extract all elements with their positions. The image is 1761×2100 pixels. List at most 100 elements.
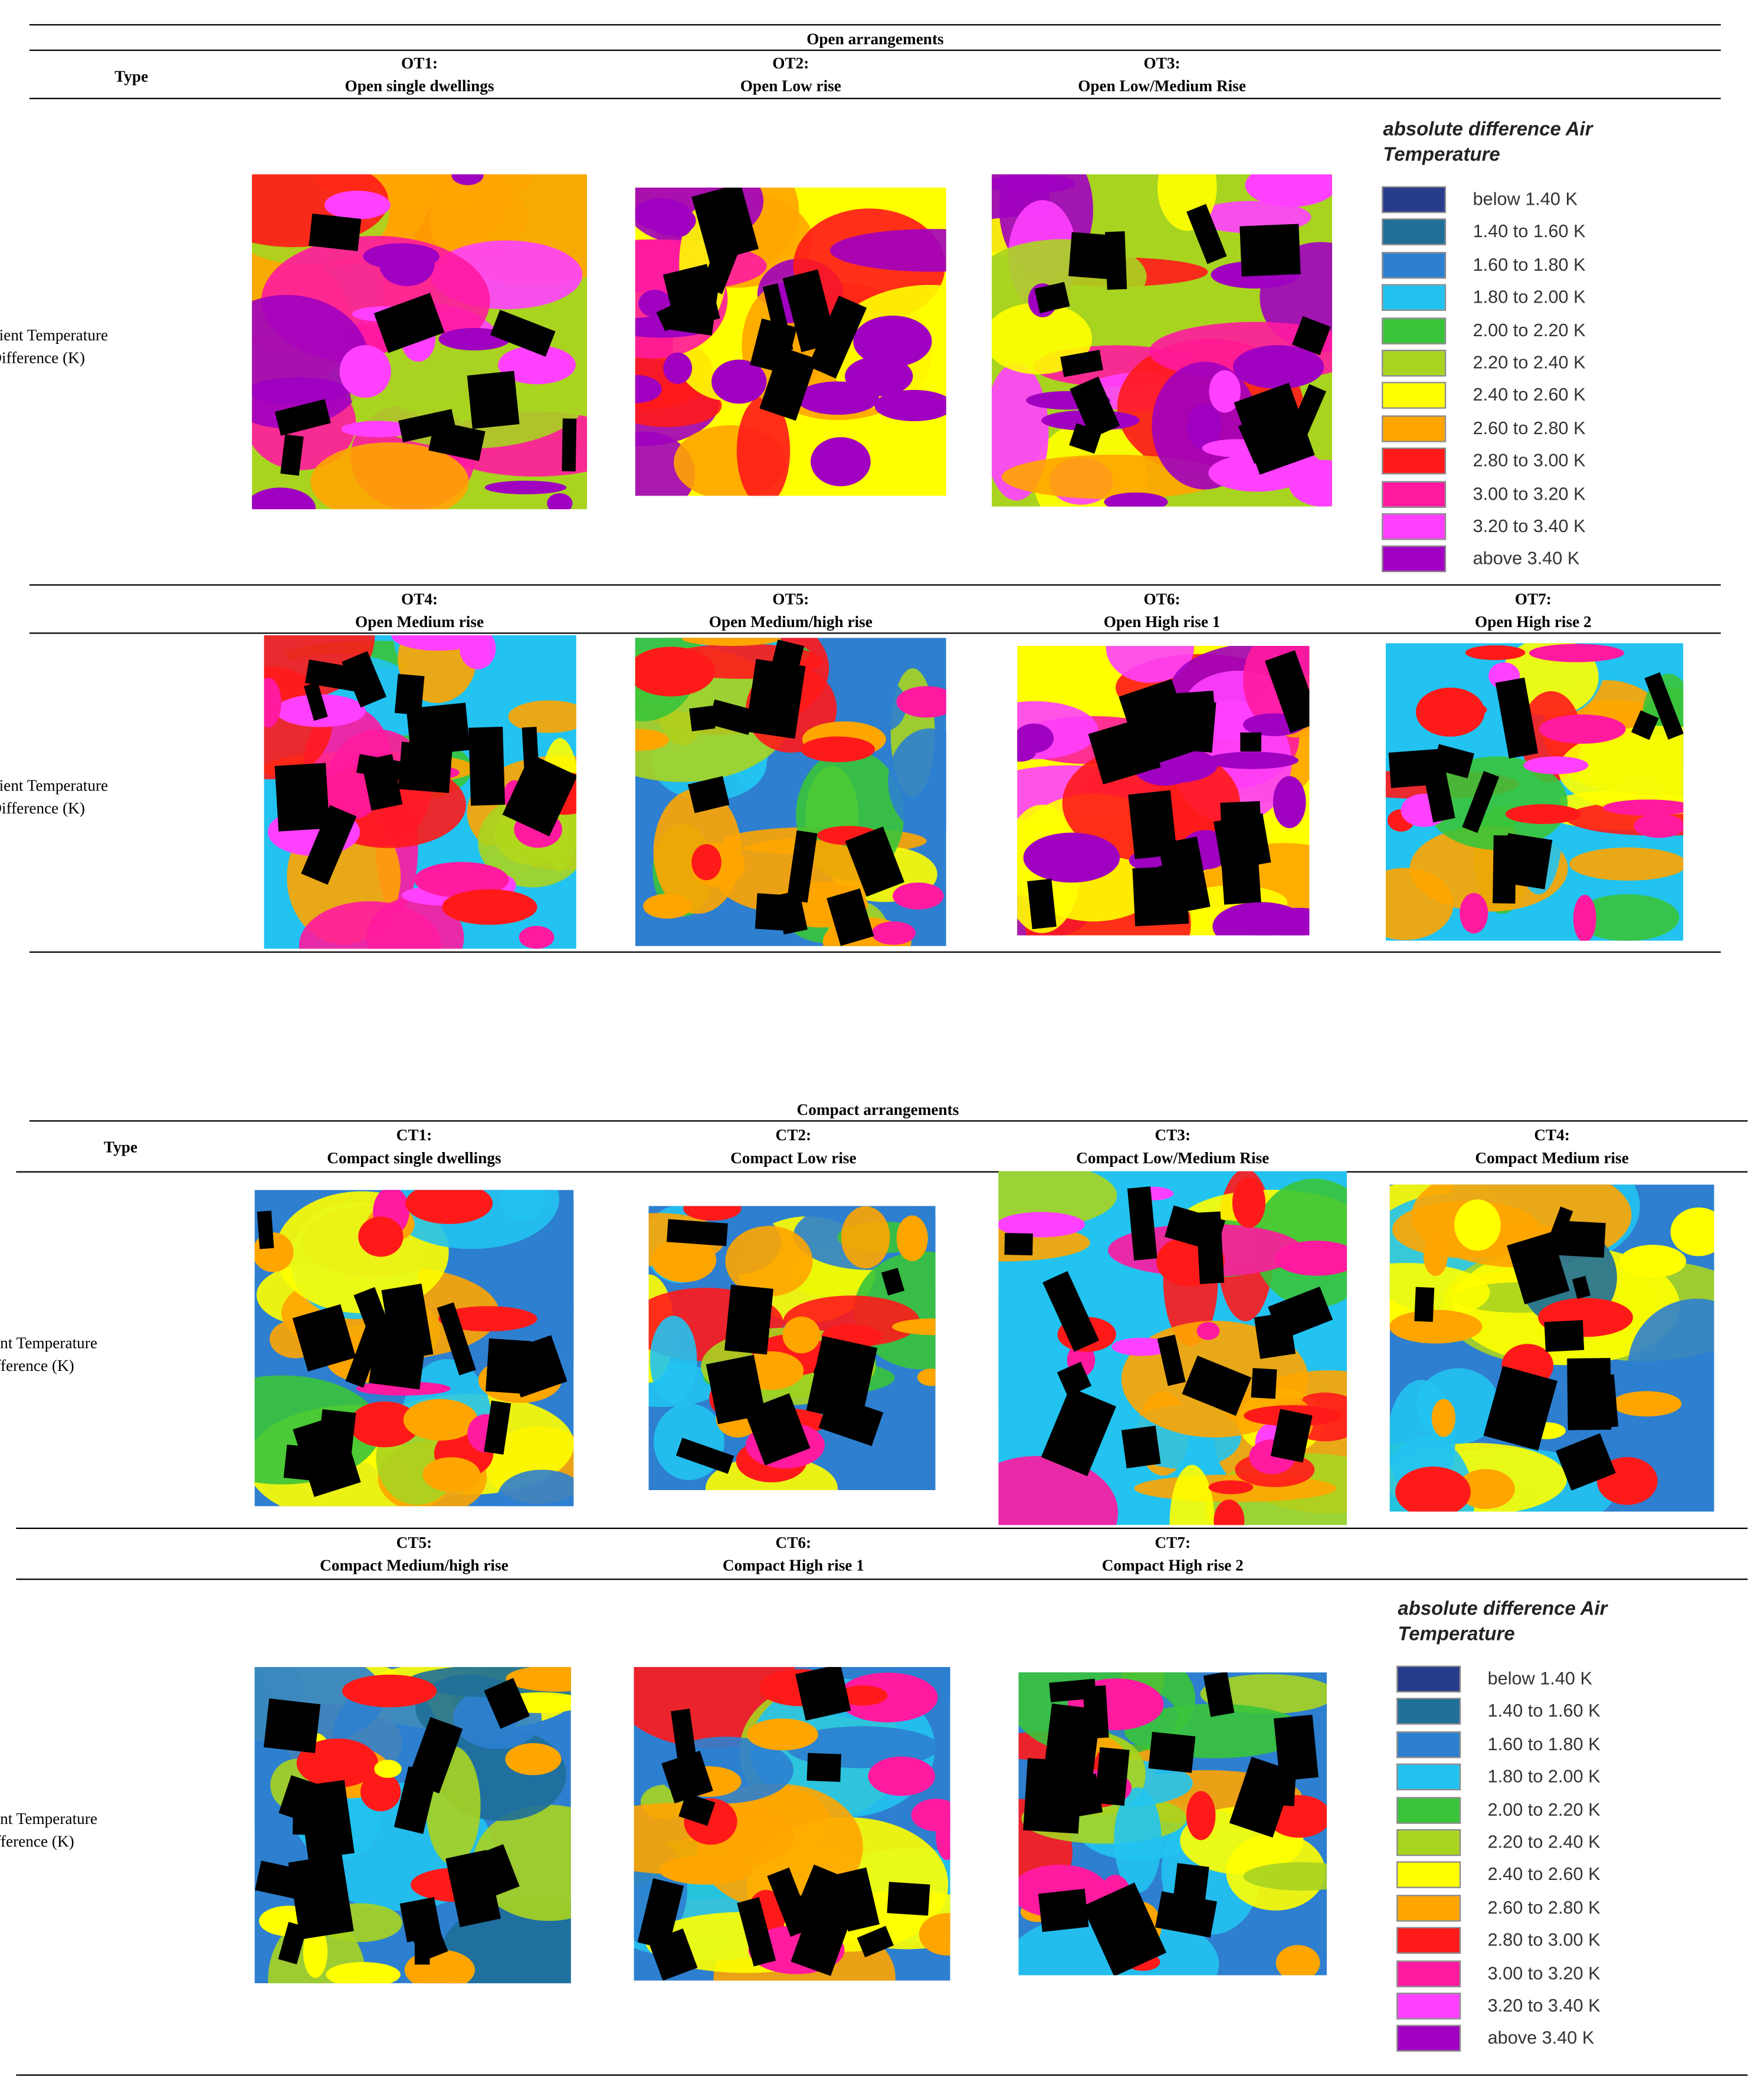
heatmap (998, 1171, 1347, 1525)
panel-name: Open Low rise (740, 76, 841, 96)
rule (16, 1579, 1748, 1580)
legend-swatch (1396, 1731, 1461, 1758)
legend-swatch (1396, 2025, 1461, 2052)
legend-title: absolute difference Air Temperature (1383, 119, 1593, 166)
panel-id: OT1: (401, 53, 438, 73)
panel-id: CT2: (775, 1126, 812, 1145)
legend-label: 2.40 to 2.60 K (1473, 385, 1586, 405)
legend-swatch (1396, 1960, 1461, 1987)
legend-label: 3.00 to 3.20 K (1487, 1963, 1601, 1983)
legend-swatch (1382, 317, 1447, 344)
section-title: Open arrangements (806, 29, 944, 48)
heatmap (252, 174, 588, 510)
legend-label: 3.00 to 3.20 K (1473, 483, 1586, 504)
panel-id: CT7: (1155, 1533, 1191, 1552)
panel-id: OT5: (772, 589, 809, 609)
type-header: Type (103, 1137, 137, 1157)
panel-id: OT3: (1143, 53, 1180, 73)
legend-swatch (1382, 251, 1447, 279)
heatmap (648, 1206, 936, 1491)
row-label: Ambient Temperature Difference (K) (0, 326, 109, 368)
panel-id: CT4: (1534, 1126, 1570, 1145)
legend-label: below 1.40 K (1473, 189, 1578, 209)
legend-swatch (1396, 1862, 1461, 1889)
heatmap (634, 1666, 950, 1981)
row-label: Ambient Temperature Difference (K) (0, 1333, 97, 1375)
rule (16, 1171, 1748, 1173)
legend-label: 2.60 to 2.80 K (1473, 418, 1586, 438)
legend-label: 1.40 to 1.60 K (1473, 221, 1586, 242)
panel-id: OT4: (401, 589, 438, 609)
panel-name: Compact Medium/high rise (320, 1556, 509, 1575)
panel-id: CT1: (396, 1126, 432, 1145)
rule (16, 1527, 1748, 1530)
legend-swatch (1382, 219, 1447, 246)
legend-label: 2.40 to 2.60 K (1487, 1864, 1601, 1885)
panel-id: CT5: (396, 1533, 432, 1552)
row-label: Ambient Temperature Difference (K) (0, 1809, 97, 1851)
legend-swatch (1382, 546, 1447, 573)
legend-swatch (1396, 1698, 1461, 1725)
rule (29, 50, 1721, 51)
panel-name: Open Low/Medium Rise (1078, 76, 1246, 96)
legend-label: 2.80 to 3.00 K (1487, 1930, 1601, 1950)
legend-swatch (1382, 382, 1447, 409)
heatmap (264, 635, 576, 949)
legend-title: absolute difference Air Temperature (1398, 1599, 1608, 1646)
legend-label: 1.60 to 1.80 K (1473, 254, 1586, 275)
panel-id: OT6: (1143, 589, 1180, 609)
rule (29, 1120, 1748, 1122)
heatmap (635, 188, 946, 496)
heatmap (1389, 1184, 1714, 1512)
rule (16, 2074, 1748, 2076)
panel-name: Compact High rise 1 (722, 1556, 864, 1575)
legend-label: 2.00 to 2.20 K (1473, 320, 1586, 340)
legend-swatch (1382, 186, 1447, 214)
rule (29, 24, 1721, 26)
panel-id: OT2: (772, 53, 809, 73)
legend-label: 1.80 to 2.00 K (1473, 287, 1586, 307)
heatmap (992, 174, 1333, 507)
legend-swatch (1382, 513, 1447, 540)
legend-swatch (1396, 1894, 1461, 1922)
panel-name: Compact single dwellings (327, 1148, 501, 1167)
panel-name: Compact Low rise (730, 1148, 857, 1167)
legend-label: 2.60 to 2.80 K (1487, 1897, 1601, 1918)
legend-label: 2.00 to 2.20 K (1487, 1799, 1601, 1820)
panel-name: Open High rise 2 (1474, 612, 1592, 631)
panel-name: Open single dwellings (345, 76, 494, 96)
panel-id: CT3: (1155, 1126, 1191, 1145)
panel-id: CT6: (775, 1533, 812, 1552)
rule (29, 97, 1721, 100)
legend-label: above 3.40 K (1473, 549, 1580, 569)
section-title: Compact arrangements (796, 1100, 959, 1119)
legend-swatch (1396, 1796, 1461, 1823)
panel-name: Compact Low/Medium Rise (1076, 1148, 1270, 1167)
panel-name: Open Medium rise (355, 612, 484, 631)
legend-label: 2.80 to 3.00 K (1473, 450, 1586, 471)
panel-name: Compact High rise 2 (1101, 1556, 1244, 1575)
heatmap (1018, 1672, 1327, 1976)
legend-swatch (1396, 1829, 1461, 1856)
heatmap (635, 638, 946, 946)
legend-label: 2.20 to 2.40 K (1473, 352, 1586, 373)
legend-swatch (1396, 1763, 1461, 1791)
type-header: Type (114, 67, 149, 86)
legend-label: above 3.40 K (1487, 2027, 1595, 2049)
legend-label: 2.20 to 2.40 K (1487, 1832, 1601, 1852)
panel-id: OT7: (1514, 589, 1552, 609)
legend-label: below 1.40 K (1487, 1668, 1592, 1689)
heatmap (1385, 643, 1684, 941)
row-label: Ambient Temperature Difference (K) (0, 776, 109, 818)
rule (29, 951, 1721, 953)
panel-name: Open High rise 1 (1103, 612, 1221, 631)
rule (29, 632, 1721, 634)
heatmap (1017, 645, 1310, 936)
legend-label: 3.20 to 3.40 K (1487, 1995, 1601, 2016)
legend-swatch (1382, 448, 1447, 475)
legend-swatch (1396, 1927, 1461, 1954)
legend-swatch (1382, 480, 1447, 508)
legend-swatch (1382, 349, 1447, 377)
rule (29, 584, 1721, 586)
